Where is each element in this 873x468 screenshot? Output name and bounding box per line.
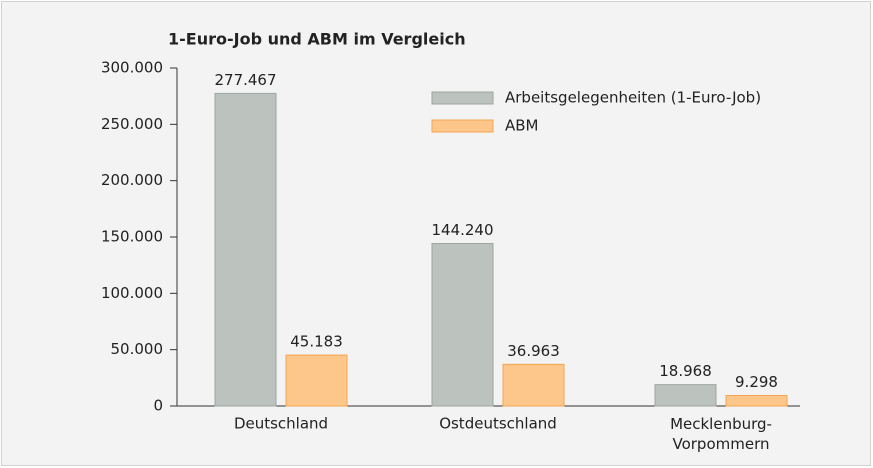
- value-label: 18.968: [659, 362, 712, 380]
- legend-label: ABM: [505, 117, 539, 135]
- bar: [502, 363, 565, 407]
- value-label: 9.298: [735, 373, 778, 391]
- y-tick-label: 200.000: [101, 171, 163, 189]
- x-tick-label: Ostdeutschland: [439, 415, 557, 433]
- bar: [285, 354, 348, 407]
- legend-swatch: [431, 91, 494, 105]
- bar: [654, 384, 717, 407]
- value-label: 277.467: [214, 71, 276, 89]
- value-label: 36.963: [507, 342, 560, 360]
- value-label: 45.183: [290, 333, 343, 351]
- y-tick-label: 50.000: [111, 340, 164, 358]
- chart-title: 1-Euro-Job und ABM im Vergleich: [168, 30, 466, 49]
- bar: [725, 395, 788, 407]
- bar: [214, 92, 277, 407]
- y-tick-label: 300.000: [101, 59, 163, 77]
- x-tick-label: Mecklenburg-Vorpommern: [670, 415, 772, 453]
- value-label: 144.240: [431, 221, 493, 239]
- x-tick-label: Deutschland: [234, 415, 328, 433]
- bar: [431, 242, 494, 407]
- y-tick-label: 100.000: [101, 284, 163, 302]
- y-tick-label: 0: [153, 397, 163, 415]
- legend-swatch: [431, 119, 494, 133]
- legend-label: Arbeitsgelegenheiten (1-Euro-Job): [505, 89, 761, 107]
- y-tick-label: 250.000: [101, 115, 163, 133]
- y-tick-label: 150.000: [101, 228, 163, 246]
